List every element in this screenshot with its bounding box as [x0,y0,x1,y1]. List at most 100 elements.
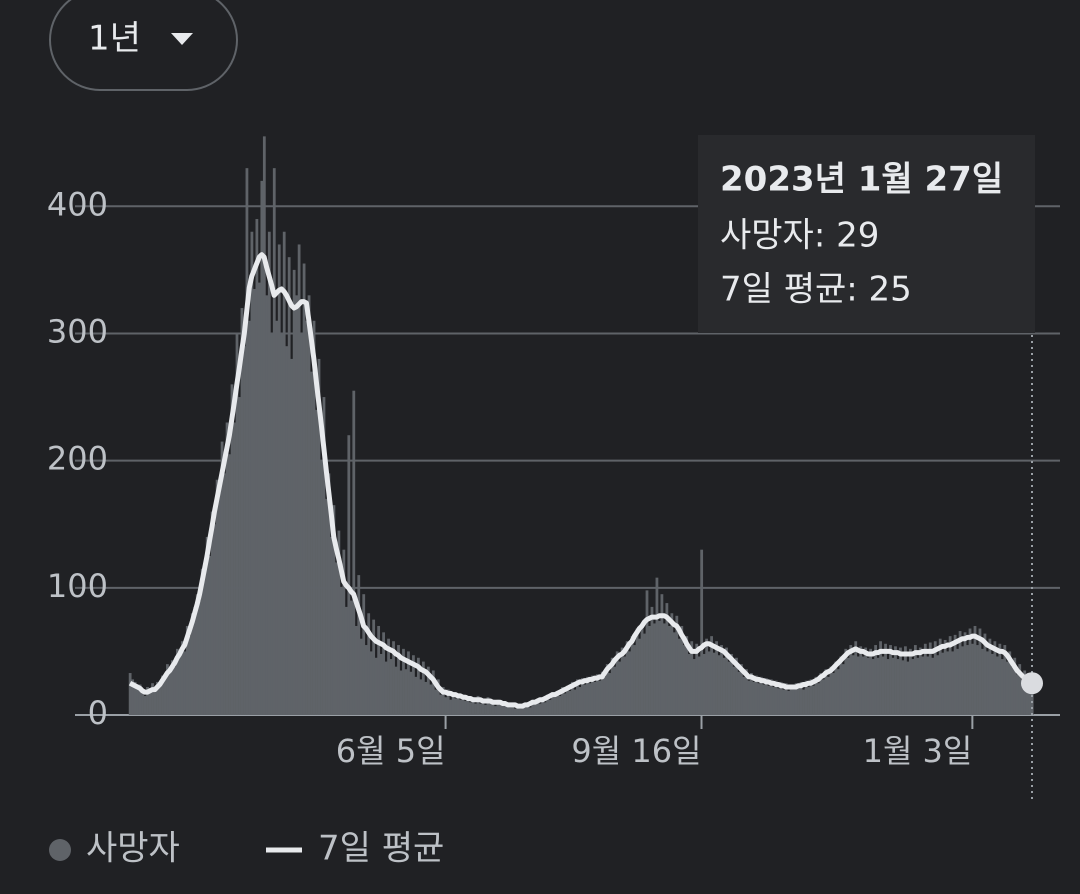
bar [436,679,440,715]
bar [297,244,301,715]
bar [986,651,989,715]
bar [536,698,540,715]
bar [354,625,358,715]
bar [645,590,649,715]
bar [434,689,438,715]
bar [456,693,460,715]
bar [774,680,778,715]
bar [978,628,982,715]
bar [670,613,674,715]
bar [156,681,159,715]
bar [697,656,701,715]
bar [884,643,887,715]
bar [817,683,820,715]
bar [417,657,420,715]
bar [998,643,1002,715]
bar [958,631,962,715]
bar [767,685,771,715]
bar [588,683,592,715]
bar [600,671,604,715]
bar [200,568,204,715]
bar [511,703,515,715]
bar [928,642,932,715]
bar [901,660,905,715]
bar [494,706,497,715]
bar [789,684,793,715]
bar [1015,674,1019,715]
bar [220,441,224,715]
x-tick-label: 9월 16일 [571,732,701,770]
bar [556,690,559,715]
bar [648,625,651,715]
bar [936,655,940,715]
bar [255,219,259,716]
bar [153,692,157,715]
bar [171,660,174,715]
bar [235,333,239,715]
bar [869,648,873,715]
bar [163,679,167,715]
bar [891,657,895,715]
bar [143,695,147,715]
bar [133,681,137,715]
bar [404,669,408,715]
bar [740,664,743,715]
bar [566,685,569,715]
bar [727,661,731,715]
bar [369,651,373,715]
range-button[interactable] [49,0,238,91]
bar [1008,651,1012,715]
bar [337,530,341,715]
bar [886,659,890,715]
range-label[interactable]: 1년 [88,19,141,59]
tooltip-line: 사망자: 29 [720,216,879,256]
bar [332,505,336,715]
bar [635,628,639,715]
bar [285,346,289,715]
range-selector[interactable]: 1년 [49,0,238,91]
bar [981,648,984,715]
bar [414,676,418,715]
bar [923,643,927,715]
bar [613,666,617,715]
bar [1023,670,1027,715]
bar [302,263,306,715]
bar [732,666,736,715]
bar [889,645,892,715]
bar [628,651,631,715]
bar [849,645,853,715]
bar [839,656,843,715]
dropdown-arrow[interactable] [171,33,193,45]
bar [267,231,271,715]
bar [735,657,738,715]
bar [804,680,808,715]
bar [260,180,264,715]
bar [663,623,666,715]
bar [844,648,848,715]
bar [831,673,835,715]
bar [692,659,696,715]
bar [590,675,594,715]
bar [730,653,733,715]
bar [128,673,132,715]
bar [576,679,579,715]
bar [228,454,231,715]
bar [899,647,902,715]
bar [158,687,162,715]
bar [921,656,925,715]
bar [916,657,920,715]
bar [551,692,554,715]
bar [188,636,192,715]
bar [608,673,612,715]
bar [543,702,547,715]
bar [148,688,152,715]
bar [335,562,338,715]
bar [973,625,977,715]
bar [399,670,403,715]
bar [282,231,286,715]
bar [215,479,219,715]
bar [265,295,269,715]
x-tick-label: 6월 5일 [336,732,446,770]
bar [677,638,681,715]
bar [213,524,217,715]
